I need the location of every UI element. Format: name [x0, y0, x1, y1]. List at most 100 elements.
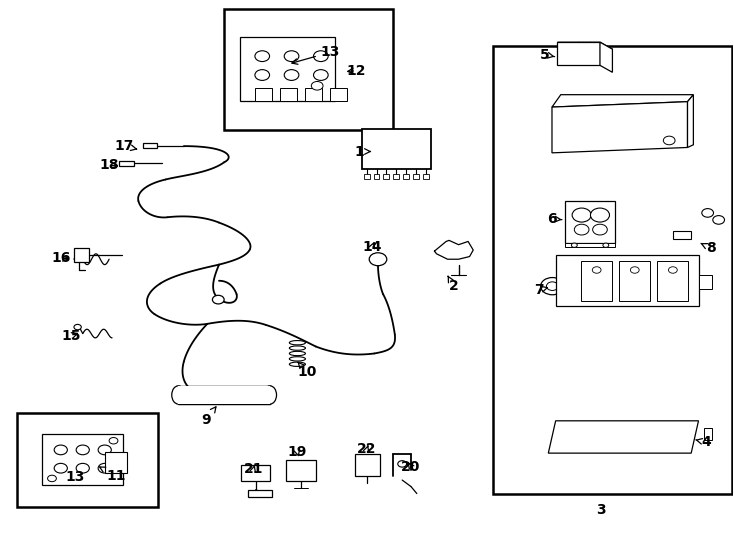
- Circle shape: [255, 70, 269, 80]
- Polygon shape: [558, 42, 600, 65]
- Circle shape: [255, 51, 269, 62]
- Bar: [658, 261, 688, 301]
- Bar: [556, 255, 699, 306]
- Circle shape: [98, 445, 112, 455]
- Circle shape: [398, 461, 407, 467]
- Circle shape: [702, 208, 713, 217]
- Circle shape: [603, 243, 608, 247]
- Bar: [17, 413, 159, 507]
- Text: 7: 7: [534, 283, 548, 297]
- Bar: [355, 454, 380, 476]
- Text: 11: 11: [100, 467, 126, 483]
- Text: 13: 13: [66, 470, 85, 484]
- Bar: [105, 451, 127, 473]
- Bar: [383, 174, 389, 179]
- Text: 14: 14: [363, 240, 382, 254]
- Bar: [248, 490, 272, 497]
- Bar: [178, 386, 270, 404]
- Bar: [286, 460, 316, 481]
- Circle shape: [541, 278, 564, 295]
- Circle shape: [572, 208, 591, 222]
- Text: 15: 15: [61, 329, 81, 343]
- Circle shape: [284, 51, 299, 62]
- Text: 5: 5: [539, 48, 555, 62]
- Bar: [705, 428, 712, 440]
- Text: 12: 12: [346, 64, 366, 78]
- Ellipse shape: [289, 357, 305, 361]
- Text: 21: 21: [244, 462, 264, 476]
- Polygon shape: [552, 102, 688, 153]
- Circle shape: [48, 475, 57, 482]
- Bar: [581, 261, 612, 301]
- Circle shape: [76, 445, 90, 455]
- Text: 1: 1: [355, 145, 371, 159]
- Bar: [673, 231, 691, 239]
- Bar: [423, 174, 429, 179]
- Text: 2: 2: [448, 276, 458, 293]
- Text: 16: 16: [51, 251, 70, 265]
- Ellipse shape: [264, 386, 277, 404]
- Circle shape: [574, 224, 589, 235]
- Circle shape: [590, 208, 609, 222]
- Polygon shape: [552, 94, 694, 107]
- Ellipse shape: [172, 386, 185, 404]
- Text: 19: 19: [288, 445, 307, 459]
- Ellipse shape: [289, 346, 305, 350]
- Circle shape: [571, 243, 577, 247]
- Circle shape: [313, 70, 328, 80]
- Text: 22: 22: [357, 442, 377, 456]
- Text: 4: 4: [696, 435, 711, 449]
- Bar: [493, 46, 732, 494]
- Circle shape: [669, 267, 677, 273]
- Bar: [374, 174, 379, 179]
- Circle shape: [631, 267, 639, 273]
- Bar: [362, 129, 431, 169]
- Ellipse shape: [289, 352, 305, 356]
- Bar: [120, 161, 134, 166]
- Bar: [43, 434, 123, 485]
- Bar: [224, 9, 393, 130]
- Bar: [564, 201, 614, 243]
- Text: 20: 20: [401, 460, 421, 474]
- Polygon shape: [548, 421, 699, 453]
- Circle shape: [664, 136, 675, 145]
- Bar: [699, 275, 712, 289]
- Text: 3: 3: [597, 503, 606, 517]
- Circle shape: [76, 463, 90, 473]
- Circle shape: [369, 253, 387, 266]
- Circle shape: [592, 224, 607, 235]
- Polygon shape: [600, 42, 612, 72]
- Polygon shape: [558, 42, 612, 49]
- Bar: [564, 243, 614, 247]
- Circle shape: [713, 215, 724, 224]
- Text: 18: 18: [99, 158, 119, 172]
- Bar: [403, 174, 409, 179]
- Bar: [143, 143, 158, 148]
- Bar: [255, 89, 272, 101]
- Bar: [305, 89, 322, 101]
- Circle shape: [54, 463, 68, 473]
- Circle shape: [109, 437, 118, 444]
- Ellipse shape: [289, 341, 305, 345]
- Bar: [240, 37, 335, 101]
- Text: 13: 13: [292, 45, 341, 64]
- Circle shape: [547, 282, 559, 291]
- Bar: [280, 89, 297, 101]
- Bar: [74, 248, 89, 262]
- Bar: [330, 89, 347, 101]
- Bar: [241, 465, 270, 481]
- Circle shape: [284, 70, 299, 80]
- Text: 17: 17: [114, 139, 137, 153]
- Text: 10: 10: [297, 362, 316, 379]
- Circle shape: [98, 463, 112, 473]
- Text: 6: 6: [547, 212, 562, 226]
- Bar: [364, 174, 369, 179]
- Circle shape: [592, 267, 601, 273]
- Text: 8: 8: [701, 241, 716, 255]
- Ellipse shape: [289, 362, 305, 367]
- Circle shape: [54, 445, 68, 455]
- Circle shape: [313, 51, 328, 62]
- Bar: [393, 174, 399, 179]
- Polygon shape: [688, 94, 694, 147]
- Circle shape: [74, 325, 81, 330]
